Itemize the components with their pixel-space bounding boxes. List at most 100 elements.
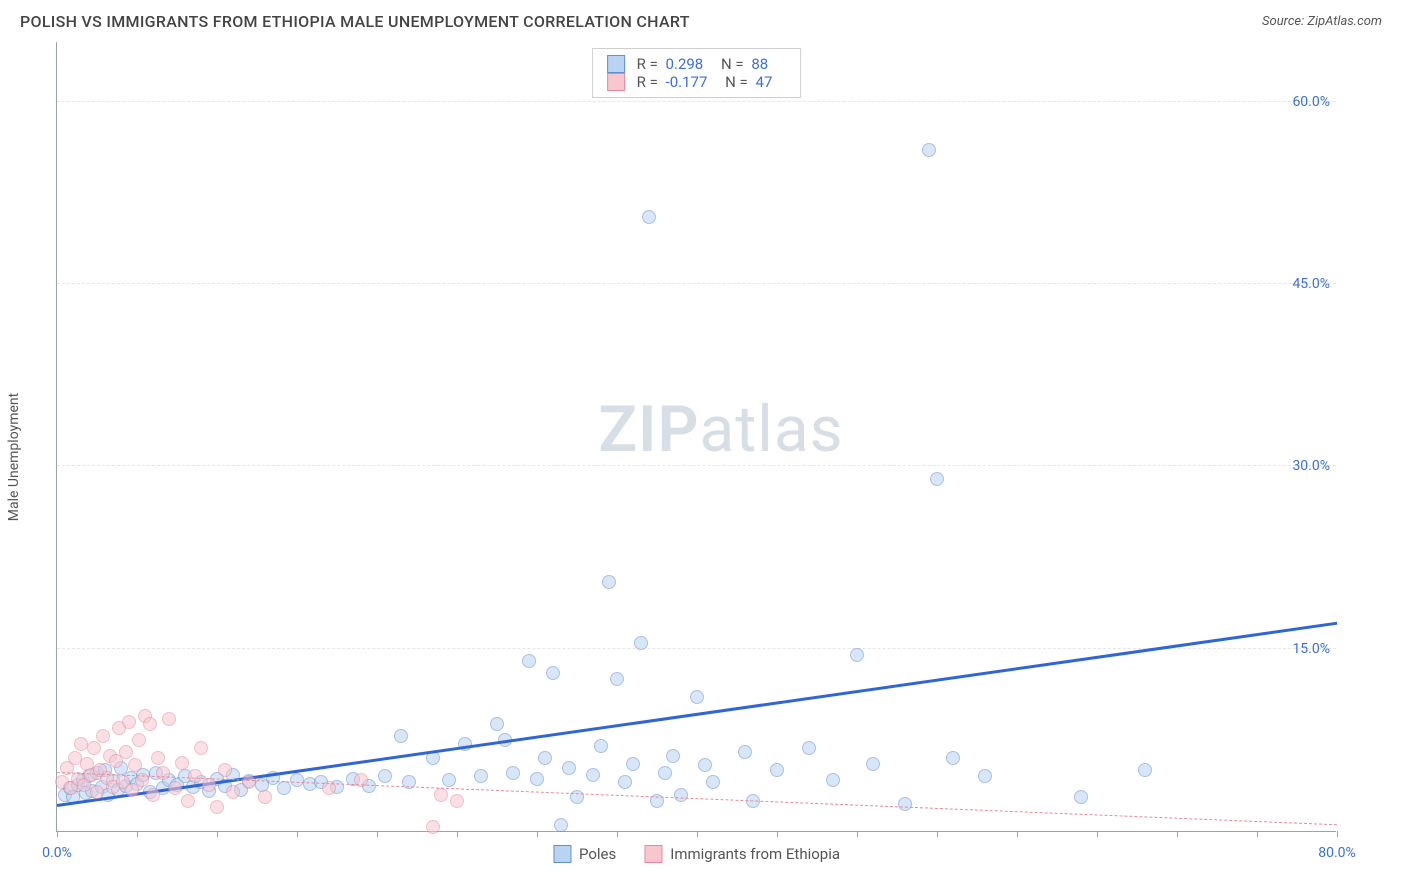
data-point [802,741,816,755]
data-point [1074,790,1088,804]
data-point [930,472,944,486]
legend-label: Immigrants from Ethiopia [670,845,840,863]
data-point [522,654,536,668]
x-tick [1177,831,1178,837]
x-tick-label: 80.0% [1318,845,1356,861]
data-point [146,788,160,802]
data-point [194,741,208,755]
data-point [706,775,720,789]
trend-line [57,772,1337,825]
data-point [290,773,304,787]
data-point [450,794,464,808]
data-point [618,775,632,789]
gridline [57,101,1336,102]
data-point [162,712,176,726]
data-point [978,769,992,783]
data-point [770,763,784,777]
stats-n-value: 47 [756,73,773,91]
data-point [143,717,157,731]
legend-swatch-icon [553,845,571,863]
data-point [610,672,624,686]
data-point [642,210,656,224]
x-tick [217,831,218,837]
data-point [690,690,704,704]
data-point [530,772,544,786]
y-tick-label: 45.0% [1292,276,1330,292]
data-point [922,143,936,157]
data-point [1138,763,1152,777]
stats-text: R = -0.177 N = 47 [637,73,787,91]
data-point [586,768,600,782]
data-point [218,763,232,777]
legend: Poles Immigrants from Ethiopia [553,845,840,863]
data-point [738,745,752,759]
stats-box: R = 0.298 N = 88 R = -0.177 N = 47 [592,48,802,98]
x-tick-label: 0.0% [42,845,72,861]
x-tick [297,831,298,837]
data-point [87,741,101,755]
data-point [175,756,189,770]
watermark-zip: ZIP [598,392,699,467]
gridline [57,283,1336,284]
x-tick [377,831,378,837]
x-tick [1257,831,1258,837]
gridline [57,465,1336,466]
data-point [226,785,240,799]
data-point [181,794,195,808]
data-point [658,766,672,780]
data-point [666,749,680,763]
data-point [474,769,488,783]
data-point [128,758,142,772]
data-point [122,715,136,729]
data-point [602,575,616,589]
data-point [698,758,712,772]
data-point [151,751,165,765]
data-point [850,648,864,662]
stats-swatch-icon [607,55,625,73]
data-point [674,788,688,802]
data-point [594,739,608,753]
legend-swatch-icon [644,845,662,863]
x-tick [937,831,938,837]
watermark: ZIPatlas [598,392,843,467]
chart-container: Male Unemployment ZIPatlas R = 0.298 N =… [20,42,1386,872]
stats-row: R = -0.177 N = 47 [607,73,787,91]
y-tick-label: 30.0% [1292,458,1330,474]
data-point [554,818,568,832]
data-point [426,820,440,834]
legend-item: Poles [553,845,616,863]
data-point [96,729,110,743]
stats-n-label: N = [721,55,744,73]
data-point [434,788,448,802]
data-point [188,769,202,783]
y-tick-label: 60.0% [1292,94,1330,110]
stats-n-value: 88 [751,55,768,73]
x-tick [617,831,618,837]
x-tick [57,831,58,837]
stats-r-label: R = [637,73,658,91]
x-tick [457,831,458,837]
legend-item: Immigrants from Ethiopia [644,845,840,863]
x-tick [1337,831,1338,837]
data-point [506,766,520,780]
stats-n-label: N = [725,73,748,91]
scatter-plot: ZIPatlas R = 0.298 N = 88 R = -0.177 N =… [56,42,1336,832]
data-point [546,666,560,680]
data-point [866,757,880,771]
data-point [562,761,576,775]
stats-row: R = 0.298 N = 88 [607,55,787,73]
stats-r-value: -0.177 [666,73,708,91]
data-point [946,751,960,765]
source-label: Source: ZipAtlas.com [1262,14,1382,29]
data-point [826,773,840,787]
data-point [156,766,170,780]
data-point [132,733,146,747]
data-point [378,769,392,783]
data-point [277,781,291,795]
stats-text: R = 0.298 N = 88 [637,55,783,73]
x-tick [857,831,858,837]
page-title: POLISH VS IMMIGRANTS FROM ETHIOPIA MALE … [20,12,690,31]
data-point [634,636,648,650]
data-point [119,745,133,759]
stats-swatch-icon [607,73,625,91]
